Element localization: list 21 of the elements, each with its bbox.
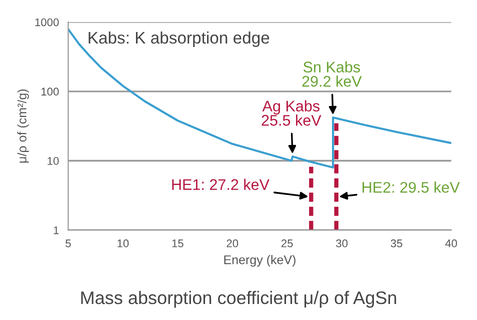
x-tick-label: 25 <box>281 239 293 248</box>
x-tick-label: 35 <box>390 239 402 248</box>
y-tick-label: 1 <box>54 226 59 234</box>
annotation: Ag Kabs 25.5 keV <box>262 100 322 126</box>
y-tick-label: 100 <box>41 88 59 96</box>
y-axis-title: μ/ρ of (cm²/g) <box>17 89 29 163</box>
x-tick-label: 20 <box>226 239 238 248</box>
x-tick-label: 10 <box>118 239 129 248</box>
annotation: HE2: 29.5 keV <box>362 182 460 193</box>
x-axis-title: Energy (keV) <box>224 255 296 267</box>
y-tick-label: 10 <box>48 157 59 165</box>
x-tick-label: 15 <box>172 240 184 248</box>
x-tick-label: 30 <box>336 239 348 248</box>
annotation: Kabs: K absorption edge <box>88 31 270 47</box>
x-tick-label: 40 <box>445 239 457 248</box>
annotation: Sn Kabs 29.2 keV <box>302 61 362 87</box>
line-series <box>68 28 452 169</box>
annotation: HE1: 27.2 keV <box>172 178 270 190</box>
x-tick-label: 5 <box>66 240 71 248</box>
y-tick-label: 1000 <box>35 18 59 26</box>
text: Mass absorption coefficient μ/ρ of AgSn <box>81 290 396 308</box>
